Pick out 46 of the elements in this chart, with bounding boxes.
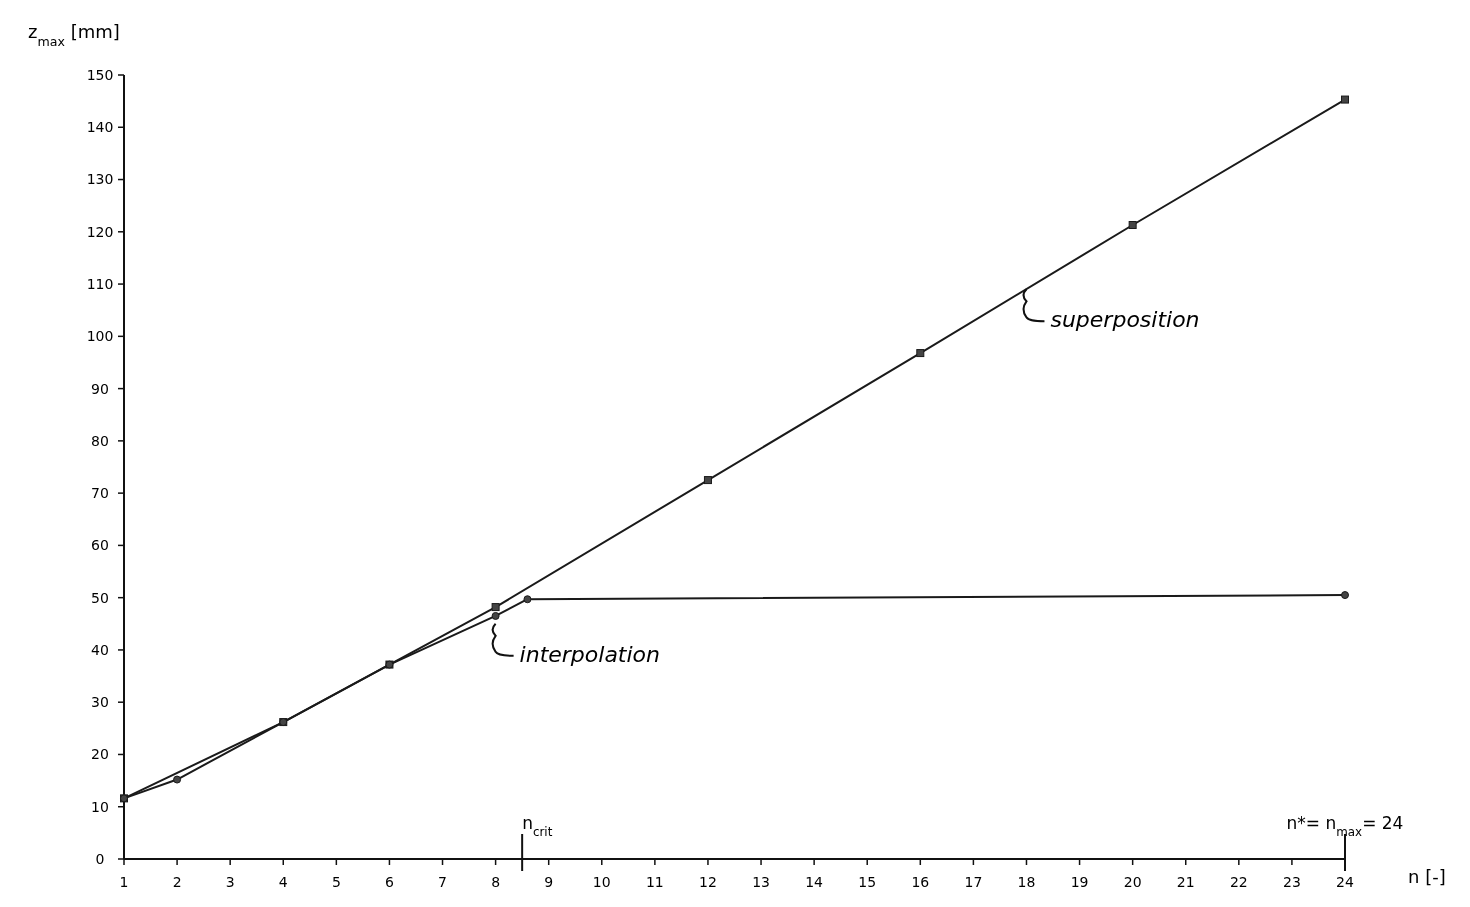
x-tick-label: 12 bbox=[699, 874, 717, 890]
x-tick-label: 5 bbox=[331, 874, 341, 890]
x-tick-label: 15 bbox=[858, 874, 877, 890]
x-tick-label: 17 bbox=[964, 874, 983, 890]
ref-line-label: n$_{crit}$ bbox=[522, 813, 553, 839]
y-tick-label: 30 bbox=[91, 694, 109, 711]
x-tick-label: 20 bbox=[1123, 874, 1142, 890]
x-tick-label: 18 bbox=[1017, 874, 1036, 890]
y-tick-label: 70 bbox=[91, 485, 109, 502]
x-axis-title: n [-] bbox=[1408, 866, 1446, 887]
y-tick-label: 140 bbox=[86, 119, 114, 136]
y-tick-label: 100 bbox=[86, 328, 114, 345]
x-tick-label: 7 bbox=[438, 874, 447, 890]
annotation: interpolation bbox=[519, 641, 661, 667]
y-tick-label: 90 bbox=[91, 380, 109, 397]
x-tick-label: 8 bbox=[491, 874, 501, 890]
x-tick-label: 4 bbox=[278, 874, 288, 890]
annotation: superposition bbox=[1050, 307, 1200, 333]
x-tick-label: 10 bbox=[592, 874, 611, 890]
y-tick-label: 40 bbox=[91, 641, 109, 658]
x-tick-label: 16 bbox=[911, 874, 930, 890]
x-tick-label: 24 bbox=[1336, 874, 1354, 890]
x-tick-label: 14 bbox=[805, 874, 824, 890]
x-tick-label: 9 bbox=[544, 874, 554, 890]
y-tick-label: 130 bbox=[86, 171, 114, 188]
y-tick-label: 10 bbox=[91, 798, 109, 815]
y-tick-label: 20 bbox=[91, 746, 109, 763]
x-tick-label: 11 bbox=[645, 874, 664, 890]
x-tick-label: 22 bbox=[1229, 874, 1248, 890]
x-tick-label: 3 bbox=[225, 874, 235, 890]
y-tick-label: 150 bbox=[86, 66, 114, 83]
y-tick-label: 120 bbox=[86, 223, 114, 240]
y-tick-label: 50 bbox=[91, 589, 109, 606]
x-tick-label: 13 bbox=[752, 874, 770, 890]
y-tick-label: 110 bbox=[86, 275, 114, 292]
x-tick-label: 1 bbox=[119, 874, 129, 890]
x-tick-label: 23 bbox=[1283, 874, 1301, 890]
y-tick-label: 80 bbox=[91, 432, 109, 449]
x-tick-label: 19 bbox=[1070, 874, 1089, 890]
y-axis-title: z$_{max}$ [mm] bbox=[28, 21, 120, 49]
x-tick-label: 2 bbox=[172, 874, 182, 890]
x-tick-label: 6 bbox=[384, 874, 394, 890]
y-tick-label: 0 bbox=[95, 850, 105, 867]
x-tick-label: 21 bbox=[1176, 874, 1195, 890]
y-tick-label: 60 bbox=[91, 537, 109, 554]
ref-line-label: n*= n$_{max}$= 24 bbox=[1286, 813, 1404, 839]
